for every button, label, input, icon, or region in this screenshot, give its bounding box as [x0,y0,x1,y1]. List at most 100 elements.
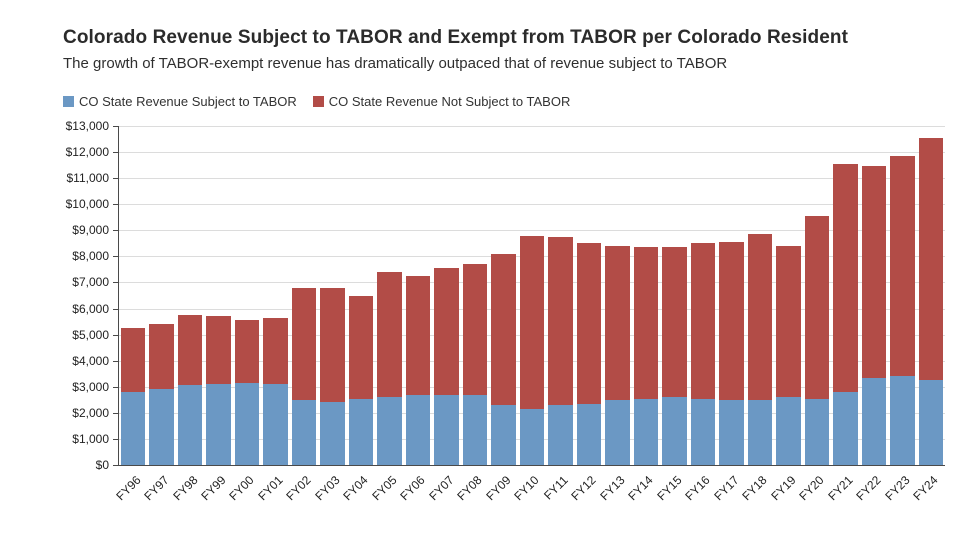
bar-segment-not-subject-fy10[interactable] [519,235,545,409]
y-axis-tick [113,334,119,336]
bar-fy04[interactable] [348,126,374,465]
bar-fy18[interactable] [747,126,773,465]
bar-segment-subject-fy98[interactable] [177,385,203,465]
bar-segment-not-subject-fy96[interactable] [121,328,146,392]
bar-segment-not-subject-fy99[interactable] [206,316,231,385]
bar-segment-subject-fy05[interactable] [377,397,402,465]
bar-segment-not-subject-fy16[interactable] [690,243,716,399]
bar-fy02[interactable] [291,126,317,465]
bar-segment-subject-fy19[interactable] [776,397,801,465]
bar-segment-not-subject-fy18[interactable] [747,234,773,400]
bar-segment-not-subject-fy98[interactable] [177,315,203,386]
bar-fy23[interactable] [890,126,915,465]
y-axis-tick [113,126,119,127]
bar-segment-not-subject-fy07[interactable] [434,268,459,395]
bar-segment-subject-fy96[interactable] [121,392,146,465]
bar-segment-not-subject-fy15[interactable] [662,247,687,398]
bar-segment-not-subject-fy24[interactable] [918,137,944,381]
x-axis-label: FY21 [825,473,856,504]
bar-segment-subject-fy13[interactable] [605,399,630,465]
bar-segment-not-subject-fy23[interactable] [890,156,915,377]
bar-segment-not-subject-fy21[interactable] [833,163,858,392]
bar-fy00[interactable] [234,126,260,465]
bar-fy05[interactable] [377,126,402,465]
bar-fy11[interactable] [548,126,573,465]
bar-segment-subject-fy10[interactable] [519,408,545,465]
bar-fy13[interactable] [605,126,630,465]
bar-fy21[interactable] [833,126,858,465]
bar-segment-subject-fy15[interactable] [662,397,687,465]
bar-segment-subject-fy16[interactable] [690,398,716,465]
bar-segment-not-subject-fy13[interactable] [605,245,630,400]
bar-segment-subject-fy00[interactable] [234,382,260,465]
x-axis-label: FY16 [682,473,713,504]
bar-segment-not-subject-fy02[interactable] [291,287,317,400]
bar-segment-not-subject-fy97[interactable] [149,324,174,390]
bar-segment-subject-fy24[interactable] [918,380,944,465]
bar-fy08[interactable] [462,126,488,465]
bar-segment-not-subject-fy08[interactable] [462,264,488,395]
bar-segment-subject-fy99[interactable] [206,384,231,465]
bar-segment-subject-fy23[interactable] [890,376,915,465]
bar-fy17[interactable] [719,126,744,465]
bar-segment-subject-fy21[interactable] [833,392,858,465]
x-axis-label: FY20 [796,473,827,504]
bar-segment-subject-fy22[interactable] [861,377,887,465]
bar-segment-not-subject-fy11[interactable] [548,236,573,406]
bar-segment-subject-fy14[interactable] [633,398,659,465]
bar-fy20[interactable] [804,126,830,465]
bar-segment-subject-fy01[interactable] [263,384,288,465]
bar-fy19[interactable] [776,126,801,465]
bar-fy07[interactable] [434,126,459,465]
bar-segment-subject-fy11[interactable] [548,405,573,465]
bar-segment-not-subject-fy03[interactable] [320,287,345,403]
y-axis-tick [113,308,119,310]
bar-segment-not-subject-fy00[interactable] [234,320,260,383]
bar-segment-not-subject-fy19[interactable] [776,245,801,398]
chart-title: Colorado Revenue Subject to TABOR and Ex… [63,27,849,48]
bar-segment-subject-fy03[interactable] [320,402,345,465]
bar-segment-not-subject-fy01[interactable] [263,317,288,385]
bar-segment-subject-fy97[interactable] [149,389,174,465]
bar-segment-subject-fy06[interactable] [405,394,431,465]
bar-segment-subject-fy08[interactable] [462,394,488,465]
bar-segment-subject-fy20[interactable] [804,398,830,465]
bar-segment-not-subject-fy06[interactable] [405,275,431,395]
bar-fy09[interactable] [491,126,516,465]
x-axis-label: FY11 [540,473,571,503]
bar-segment-not-subject-fy09[interactable] [491,253,516,406]
bar-fy15[interactable] [662,126,687,465]
bar-segment-not-subject-fy14[interactable] [633,247,659,399]
bar-fy16[interactable] [690,126,716,465]
bar-segment-not-subject-fy05[interactable] [377,272,402,398]
bar-fy06[interactable] [405,126,431,465]
bar-fy12[interactable] [576,126,602,465]
bar-segment-not-subject-fy20[interactable] [804,215,830,399]
bar-fy03[interactable] [320,126,345,465]
bar-fy10[interactable] [519,126,545,465]
bar-fy22[interactable] [861,126,887,465]
bar-fy24[interactable] [918,126,944,465]
bar-segment-subject-fy02[interactable] [291,399,317,465]
bar-fy99[interactable] [206,126,231,465]
bar-fy98[interactable] [177,126,203,465]
bar-segment-subject-fy09[interactable] [491,405,516,465]
bar-fy01[interactable] [263,126,288,465]
bar-fy96[interactable] [121,126,146,465]
plot-area: $0 $1,000 $2,000 $3,000 $4,000 $5,000 $6,000 $7… [66,119,945,503]
bar-fy14[interactable] [633,126,659,465]
bar-segment-not-subject-fy22[interactable] [861,166,887,378]
bar-segment-subject-fy07[interactable] [434,394,459,465]
legend-item-label: CO State Revenue Not Subject to TABOR [328,93,571,109]
bar-segment-not-subject-fy04[interactable] [348,295,374,399]
bar-segment-subject-fy12[interactable] [576,403,602,465]
bar-segment-subject-fy18[interactable] [747,399,773,465]
bar-segment-subject-fy04[interactable] [348,398,374,465]
bar-segment-subject-fy17[interactable] [719,399,744,465]
bar-segment-not-subject-fy17[interactable] [719,242,744,400]
x-axis-label: FY12 [568,473,599,504]
bar-fy97[interactable] [149,126,174,465]
bar-segment-not-subject-fy12[interactable] [576,243,602,404]
y-axis-label: $6,000 [72,301,109,316]
x-axis-label: FY15 [654,473,685,504]
